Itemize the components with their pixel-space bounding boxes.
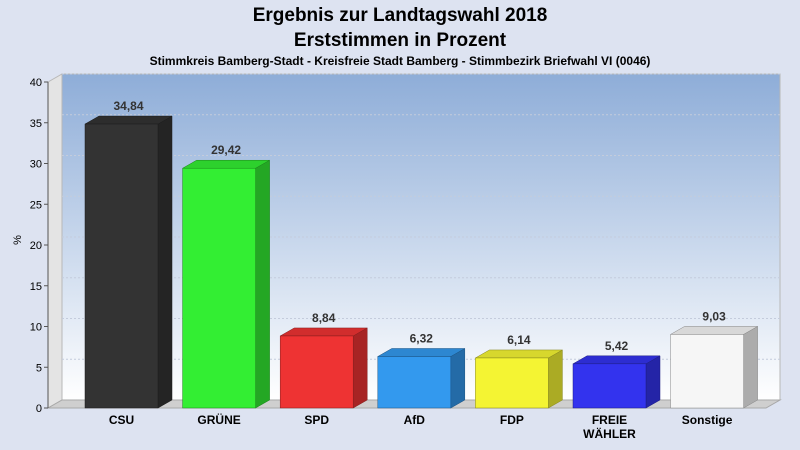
bar-top xyxy=(669,326,759,335)
y-tick-label: 30 xyxy=(30,159,42,171)
value-label: 8,84 xyxy=(312,311,336,325)
bar-side xyxy=(352,327,368,409)
y-tick-label: 25 xyxy=(30,199,42,211)
chart-subtitle: Stimmkreis Bamberg-Stadt - Kreisfreie St… xyxy=(150,54,651,68)
bar-side xyxy=(255,159,270,409)
value-label: 29,42 xyxy=(211,143,241,157)
bar xyxy=(572,363,647,409)
y-tick-label: 20 xyxy=(30,240,42,252)
y-tick-label: 40 xyxy=(30,77,42,89)
bar-top xyxy=(474,349,564,359)
bar xyxy=(670,334,744,409)
category-label: FDP xyxy=(500,413,524,427)
bar-side xyxy=(743,325,758,409)
plot-background xyxy=(61,73,781,401)
plot-side-wall xyxy=(47,73,63,409)
category-label: WÄHLER xyxy=(583,426,636,441)
plot-area: 0 5 10 15 20 25 30 35 40 34,84 CSU 29,42 GRÜNE 8,84 SP… xyxy=(30,73,782,441)
category-label: FREIE xyxy=(592,413,627,427)
bar xyxy=(475,357,549,409)
y-tick-label: 5 xyxy=(36,362,42,374)
bar-top xyxy=(181,159,271,169)
bar-top xyxy=(84,115,173,125)
y-axis-label: % xyxy=(12,235,24,245)
bar-side xyxy=(450,348,466,409)
y-tick-label: 15 xyxy=(30,281,42,293)
bar-side xyxy=(157,115,173,409)
bar xyxy=(377,356,452,409)
bar xyxy=(279,335,354,409)
bar xyxy=(84,123,159,409)
y-tick-label: 10 xyxy=(30,322,42,334)
category-label: AfD xyxy=(404,413,426,427)
bar-side xyxy=(645,355,661,409)
chart-title-line1: Ergebnis zur Landtagswahl 2018 xyxy=(253,5,548,26)
value-label: 34,84 xyxy=(113,99,143,113)
category-label: CSU xyxy=(109,413,134,427)
value-label: 6,32 xyxy=(410,331,434,345)
category-label: GRÜNE xyxy=(197,412,240,427)
y-tick-label: 0 xyxy=(36,403,42,415)
category-label: Sonstige xyxy=(682,413,733,427)
bar-top xyxy=(572,355,661,365)
value-label: 9,03 xyxy=(702,309,726,323)
value-label: 5,42 xyxy=(605,339,629,353)
chart-title-line2: Erststimmen in Prozent xyxy=(294,30,507,51)
bar-top xyxy=(376,348,466,357)
value-label: 6,14 xyxy=(507,333,531,347)
y-tick-label: 35 xyxy=(30,118,42,130)
category-label: SPD xyxy=(304,413,329,427)
bar-side xyxy=(548,349,563,409)
bar xyxy=(182,167,256,409)
bar-top xyxy=(279,327,369,337)
